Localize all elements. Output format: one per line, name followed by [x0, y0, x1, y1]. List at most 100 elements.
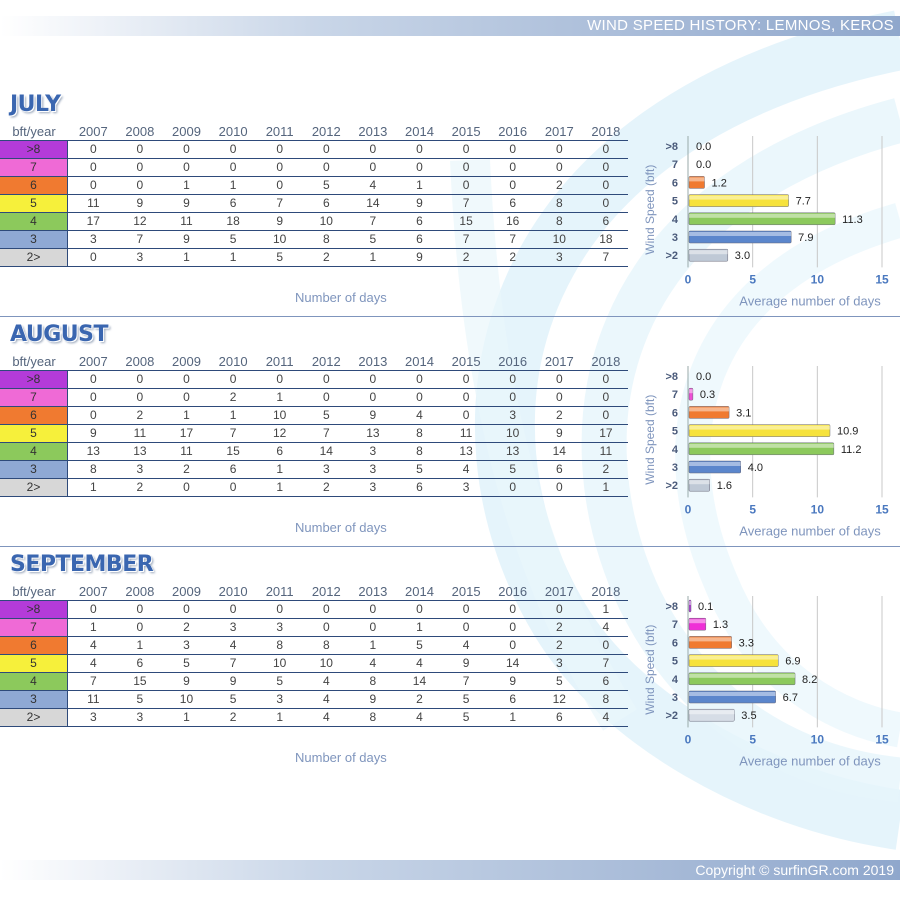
day-count-cell: 6: [509, 692, 517, 706]
copyright-text: Copyright © surfinGR.com 2019: [695, 862, 894, 878]
day-count-cell: 8: [276, 638, 284, 652]
day-count-cell: 5: [416, 638, 423, 652]
data-label: 7.9: [798, 232, 813, 244]
table-row: 2> 3 3 1 2 1 4 8 4 5 1 6 4: [0, 709, 628, 727]
day-count-cell: 0: [462, 142, 470, 156]
day-count-cell: 0: [369, 160, 377, 174]
day-count-cell: 0: [276, 178, 284, 192]
year-header: 2014: [405, 354, 434, 369]
bar-highlight: [689, 407, 730, 412]
year-header: 2009: [172, 354, 201, 369]
day-count-cell: 5: [462, 692, 470, 706]
day-count-cell: 1: [416, 620, 423, 634]
day-count-cell: 2: [555, 178, 563, 192]
day-count-cell: 9: [276, 214, 284, 228]
day-count-cell: 10: [273, 656, 287, 670]
day-count-cell: 10: [273, 408, 287, 422]
day-count-cell: 6: [229, 196, 237, 210]
data-label: 11.3: [842, 214, 863, 226]
section-separator: [0, 316, 900, 317]
day-count-cell: 3: [322, 462, 330, 476]
bft-category-cell: 4: [0, 443, 68, 460]
data-label: 6.7: [783, 692, 798, 704]
year-header: 2013: [358, 584, 388, 599]
day-count-cell: 14: [319, 444, 333, 458]
bft-category-cell: 7: [0, 619, 68, 636]
year-header: 2016: [498, 584, 528, 599]
day-count-cell: 1: [602, 480, 610, 494]
bar-highlight: [689, 619, 706, 624]
y-tick-label: >8: [665, 371, 678, 383]
day-count-cell: 6: [602, 214, 610, 228]
bar-highlight: [689, 195, 789, 200]
bft-category-cell: 6: [0, 407, 68, 424]
day-count-cell: 0: [509, 142, 517, 156]
day-count-cell: 17: [599, 426, 613, 440]
bft-category-cell: 2>: [0, 249, 68, 266]
day-count-cell: 7: [602, 656, 610, 670]
year-header: 2012: [311, 124, 341, 139]
day-count-cell: 1: [276, 710, 284, 724]
day-count-cell: 13: [366, 426, 380, 440]
day-count-cell: 2: [555, 408, 563, 422]
day-count-cell: 3: [509, 408, 517, 422]
day-count-cell: 7: [462, 232, 470, 246]
day-count-cell: 5: [276, 250, 284, 264]
day-count-cell: 2: [416, 692, 423, 706]
day-count-cell: 7: [229, 426, 237, 440]
year-header: 2008: [125, 584, 155, 599]
x-tick-label: 15: [875, 502, 889, 516]
year-header: 2017: [544, 584, 574, 599]
table-row: 4 7 15 9 9 5 4 8 14 7 9 5 6: [0, 673, 628, 691]
y-tick-label: 3: [672, 232, 678, 244]
day-count-cell: 8: [322, 232, 330, 246]
day-count-cell: 0: [322, 602, 330, 616]
day-count-cell: 9: [462, 656, 470, 670]
day-count-cell: 0: [602, 142, 610, 156]
day-count-cell: 0: [183, 142, 190, 156]
day-count-cell: 8: [602, 692, 610, 706]
day-count-cell: 16: [506, 214, 520, 228]
day-count-cell: 3: [369, 444, 377, 458]
day-count-cell: 0: [462, 390, 470, 404]
day-count-cell: 2: [602, 462, 610, 476]
x-tick-label: 10: [811, 502, 825, 516]
x-tick-label: 0: [685, 272, 692, 286]
day-count-cell: 10: [319, 656, 333, 670]
x-tick-label: 0: [685, 732, 692, 746]
year-header: 2017: [544, 124, 574, 139]
day-count-cell: 0: [416, 142, 423, 156]
table-row: 6 0 0 1 1 0 5 4 1 0 0 2 0: [0, 177, 628, 195]
day-count-cell: 0: [322, 390, 330, 404]
day-count-cell: 12: [552, 692, 566, 706]
bar: [688, 460, 741, 474]
day-count-cell: 0: [183, 160, 190, 174]
table-row: 3 3 7 9 5 10 8 5 6 7 7 10 18: [0, 231, 628, 249]
day-count-cell: 0: [509, 620, 517, 634]
table-row: 2> 1 2 0 0 1 2 3 6 3 0 0 1: [0, 479, 628, 497]
y-axis-title: Wind Speed (bft): [643, 165, 657, 255]
day-count-cell: 2: [555, 620, 563, 634]
day-count-cell: 12: [133, 214, 147, 228]
y-axis-title: Wind Speed (bft): [643, 395, 657, 485]
table-row: 7 1 0 2 3 3 0 0 1 0 0 2 4: [0, 619, 628, 637]
table-x-caption: Number of days: [295, 520, 387, 535]
x-axis-title: Average number of days: [739, 293, 881, 308]
bar-highlight: [689, 389, 693, 394]
year-header: 2016: [498, 354, 528, 369]
y-tick-label: 7: [672, 389, 678, 401]
day-count-cell: 14: [552, 444, 566, 458]
day-count-cell: 4: [462, 638, 470, 652]
table-row: 3 11 5 10 5 3 4 9 2 5 6 12 8: [0, 691, 628, 709]
day-count-cell: 1: [602, 602, 610, 616]
day-count-cell: 0: [89, 602, 97, 616]
bar: [688, 230, 792, 244]
day-count-cell: 4: [322, 710, 330, 724]
y-tick-label: >2: [665, 710, 678, 722]
data-label: 3.0: [735, 250, 750, 262]
day-count-cell: 7: [602, 250, 610, 264]
bar-highlight: [689, 655, 779, 660]
day-count-cell: 13: [86, 444, 100, 458]
day-count-cell: 4: [89, 638, 97, 652]
year-header: 2014: [405, 584, 434, 599]
